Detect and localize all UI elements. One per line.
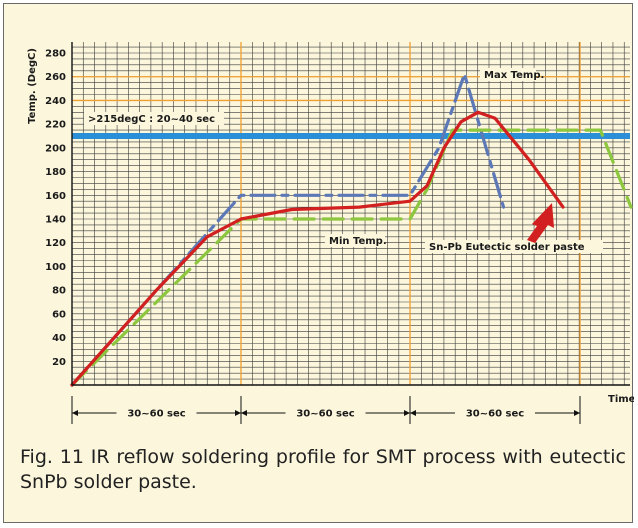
phase-arrow-head — [574, 410, 580, 416]
y-tick-label: 120 — [45, 238, 66, 249]
phase-interval-label: 30~60 sec — [466, 409, 524, 420]
reference-label-box — [84, 112, 224, 125]
y-tick-label: 140 — [45, 215, 66, 226]
annotation-box — [325, 234, 385, 247]
series-line — [70, 72, 506, 387]
annotation-max-temp: Max Temp. — [484, 70, 544, 81]
x-axis-label: Time — [608, 394, 634, 405]
y-tick-label: 40 — [52, 333, 66, 344]
phase-arrow-head — [72, 410, 78, 416]
reference-labels: >215degC : 20~40 sec — [84, 112, 224, 125]
phase-arrow-head — [404, 410, 410, 416]
phase-interval-label: 30~60 sec — [296, 409, 354, 420]
y-tick-label: 60 — [52, 309, 66, 320]
series-line — [70, 128, 633, 387]
annotation-snpb-paste: Sn-Pb Eutectic solder paste — [429, 242, 585, 253]
series-group — [70, 72, 633, 387]
chart-axes — [71, 42, 630, 386]
y-tick-label: 220 — [45, 120, 66, 131]
phase-arrow-head — [241, 410, 247, 416]
annotation-box — [480, 68, 536, 81]
figure-frame: 20 40 60 80 100 120 140 160 180 200 220 240 260 280 T… — [3, 3, 634, 523]
y-tick-label: 200 — [45, 143, 66, 154]
y-tick-label: 240 — [45, 96, 66, 107]
annotations: Max Temp. Min Temp. Sn-Pb Eutectic solder … — [325, 68, 603, 253]
chart-grid — [71, 42, 630, 386]
y-tick-label: 20 — [52, 357, 66, 368]
y-tick-label: 180 — [45, 167, 66, 178]
reference-label: >215degC : 20~40 sec — [88, 114, 215, 125]
y-tick-label: 100 — [45, 262, 66, 273]
phase-arrow-head — [235, 410, 241, 416]
phase-interval-label: 30~60 sec — [127, 409, 185, 420]
series-line — [70, 110, 565, 387]
y-axis-label: Temp. (DegC) — [27, 48, 38, 124]
figure-caption: Fig. 11 IR reflow soldering profile for … — [20, 446, 626, 493]
y-tick-label: 160 — [45, 191, 66, 202]
annotation-arrow — [527, 203, 554, 243]
phase-arrow-head — [410, 410, 416, 416]
y-tick-label: 280 — [45, 49, 66, 60]
y-tick-label: 260 — [45, 72, 66, 83]
reference-lines — [72, 42, 630, 385]
phase-intervals: 30~60 sec 30~60 sec 30~60 sec — [71, 396, 581, 424]
reflow-profile-chart: 20 40 60 80 100 120 140 160 180 200 220 240 260 280 T… — [27, 42, 634, 424]
annotation-box — [425, 240, 603, 253]
y-tick-labels: 20 40 60 80 100 120 140 160 180 200 220 240 260 280 — [45, 49, 66, 368]
annotation-min-temp: Min Temp. — [329, 236, 387, 247]
y-tick-label: 80 — [52, 286, 66, 297]
